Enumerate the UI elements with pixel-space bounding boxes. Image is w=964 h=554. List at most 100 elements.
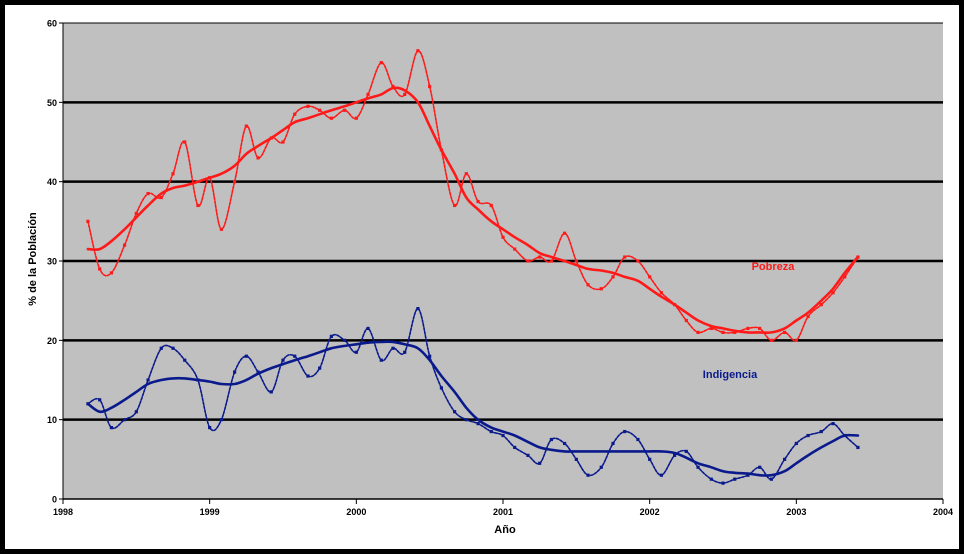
data-point bbox=[306, 374, 310, 378]
data-point bbox=[366, 326, 370, 331]
data-point bbox=[428, 354, 432, 358]
data-point bbox=[721, 481, 725, 485]
data-point bbox=[464, 418, 468, 422]
data-point bbox=[171, 172, 175, 176]
y-tick-label: 50 bbox=[47, 98, 57, 108]
data-point bbox=[428, 84, 432, 89]
data-point bbox=[219, 418, 223, 422]
data-point bbox=[183, 358, 187, 362]
data-point bbox=[134, 410, 138, 414]
y-tick-label: 0 bbox=[52, 495, 57, 505]
data-point bbox=[354, 116, 358, 120]
data-point bbox=[563, 231, 567, 235]
data-point bbox=[574, 259, 578, 263]
data-point bbox=[318, 366, 322, 370]
data-point bbox=[806, 433, 810, 438]
data-point bbox=[684, 318, 688, 323]
data-point bbox=[538, 461, 542, 465]
data-point bbox=[831, 422, 835, 426]
data-point bbox=[673, 453, 677, 457]
data-point bbox=[464, 172, 468, 176]
data-point bbox=[416, 49, 420, 53]
data-point bbox=[208, 426, 212, 430]
data-point bbox=[611, 275, 615, 279]
data-point bbox=[219, 227, 223, 231]
data-point bbox=[416, 307, 420, 311]
data-point bbox=[343, 108, 347, 112]
data-point bbox=[281, 140, 285, 144]
data-point bbox=[476, 199, 480, 204]
annotation-indigencia: Indigencia bbox=[703, 369, 758, 381]
data-point bbox=[489, 203, 493, 208]
series-line-pobreza-raw bbox=[87, 50, 859, 342]
data-point bbox=[709, 477, 713, 481]
data-point bbox=[123, 418, 127, 422]
data-point bbox=[354, 350, 358, 354]
data-point bbox=[379, 61, 383, 65]
data-point bbox=[733, 330, 737, 334]
data-point bbox=[526, 259, 530, 263]
data-point bbox=[98, 267, 102, 271]
data-point bbox=[549, 259, 553, 263]
data-point bbox=[758, 465, 762, 469]
x-tick-label: 1998 bbox=[53, 507, 73, 517]
data-point bbox=[379, 358, 383, 362]
data-point bbox=[684, 449, 688, 453]
data-point bbox=[563, 441, 567, 446]
x-tick-label: 2004 bbox=[933, 507, 953, 517]
data-point bbox=[794, 338, 798, 342]
data-point bbox=[329, 334, 333, 338]
data-point bbox=[746, 473, 750, 477]
annotation-pobreza: Pobreza bbox=[752, 261, 796, 273]
data-point bbox=[146, 378, 150, 382]
data-point bbox=[244, 124, 248, 128]
data-point bbox=[586, 473, 590, 477]
data-point bbox=[599, 465, 603, 469]
data-point bbox=[513, 247, 517, 251]
data-point bbox=[599, 287, 603, 291]
data-point bbox=[269, 390, 273, 394]
x-tick-label: 1999 bbox=[200, 507, 220, 517]
data-point bbox=[819, 429, 823, 434]
series-line-indigencia-trend bbox=[86, 340, 860, 477]
data-point bbox=[843, 275, 847, 279]
data-point bbox=[623, 255, 627, 259]
data-point bbox=[256, 156, 260, 160]
data-point bbox=[403, 92, 407, 96]
series-line-pobreza-trend bbox=[86, 86, 860, 335]
data-point bbox=[86, 219, 90, 223]
data-point bbox=[501, 235, 505, 239]
data-point bbox=[659, 473, 663, 477]
data-point bbox=[611, 441, 615, 446]
data-point bbox=[758, 326, 762, 331]
data-point bbox=[501, 433, 505, 438]
data-point bbox=[696, 330, 700, 334]
data-point bbox=[696, 465, 700, 469]
data-point bbox=[196, 203, 200, 208]
data-point bbox=[489, 429, 493, 434]
x-axis-label: Año bbox=[494, 524, 516, 536]
data-point bbox=[819, 303, 823, 307]
data-point bbox=[159, 346, 163, 350]
data-point bbox=[721, 330, 725, 334]
data-point bbox=[244, 354, 248, 358]
y-tick-label: 30 bbox=[47, 257, 57, 267]
data-point bbox=[659, 291, 663, 295]
data-point bbox=[146, 191, 150, 196]
y-tick-label: 10 bbox=[47, 415, 57, 425]
data-point bbox=[453, 203, 457, 208]
data-point bbox=[256, 370, 260, 374]
data-point bbox=[391, 346, 395, 350]
data-point bbox=[746, 326, 750, 331]
data-point bbox=[769, 477, 773, 481]
data-point bbox=[648, 275, 652, 279]
data-point bbox=[453, 410, 457, 414]
y-tick-label: 20 bbox=[47, 336, 57, 346]
data-point bbox=[318, 108, 322, 112]
data-point bbox=[281, 358, 285, 362]
data-point bbox=[636, 259, 640, 263]
data-point bbox=[293, 354, 297, 358]
series-line-indigencia-raw bbox=[87, 307, 859, 484]
data-point bbox=[293, 112, 297, 116]
